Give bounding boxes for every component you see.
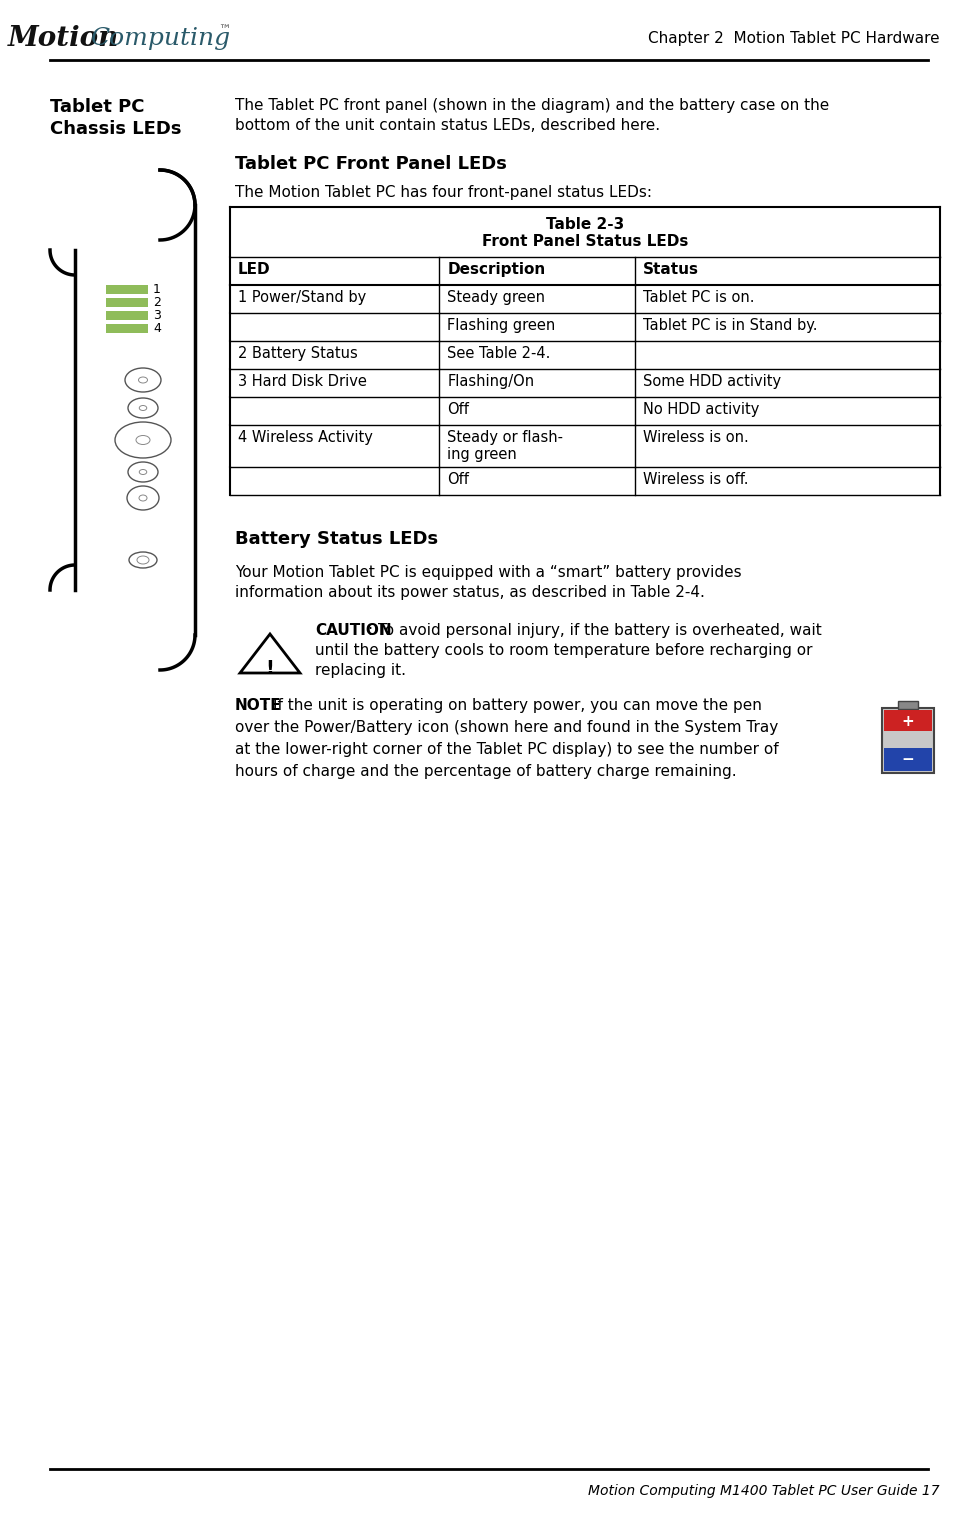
Text: Tablet PC is on.: Tablet PC is on. (642, 291, 753, 306)
Bar (106, 298, 148, 307)
Bar (106, 284, 148, 294)
Text: Chapter 2  Motion Tablet PC Hardware: Chapter 2 Motion Tablet PC Hardware (648, 30, 939, 46)
Text: Description: Description (447, 262, 545, 277)
Text: 3 Hard Disk Drive: 3 Hard Disk Drive (237, 374, 366, 389)
Text: The Tablet PC front panel (shown in the diagram) and the battery case on the: The Tablet PC front panel (shown in the … (234, 97, 828, 113)
Text: Flashing/On: Flashing/On (447, 374, 534, 389)
Text: Motion Computing M1400 Tablet PC User Guide 17: Motion Computing M1400 Tablet PC User Gu… (588, 1484, 939, 1498)
Text: ™: ™ (218, 23, 231, 37)
Text: Some HDD activity: Some HDD activity (642, 374, 780, 389)
Text: : If the unit is operating on battery power, you can move the pen: : If the unit is operating on battery po… (263, 698, 761, 713)
Text: hours of charge and the percentage of battery charge remaining.: hours of charge and the percentage of ba… (234, 764, 736, 779)
Bar (883, 710, 931, 730)
Text: : To avoid personal injury, if the battery is overheated, wait: : To avoid personal injury, if the batte… (367, 624, 821, 637)
Text: Battery Status LEDs: Battery Status LEDs (234, 529, 438, 548)
Text: Off: Off (447, 472, 469, 487)
Text: at the lower-right corner of the Tablet PC display) to see the number of: at the lower-right corner of the Tablet … (234, 742, 778, 757)
Text: Tablet PC: Tablet PC (50, 97, 145, 116)
Bar (897, 701, 917, 709)
Text: 1: 1 (152, 283, 160, 297)
Text: replacing it.: replacing it. (315, 663, 405, 678)
Text: +: + (901, 713, 913, 729)
Text: information about its power status, as described in Table 2-4.: information about its power status, as d… (234, 586, 704, 599)
Text: ing green: ing green (447, 447, 517, 462)
Text: Wireless is off.: Wireless is off. (642, 472, 747, 487)
Text: 2 Battery Status: 2 Battery Status (237, 345, 358, 360)
Text: CAUTION: CAUTION (315, 624, 391, 637)
Bar (106, 310, 148, 319)
Text: NOTE: NOTE (234, 698, 281, 713)
Text: Tablet PC Front Panel LEDs: Tablet PC Front Panel LEDs (234, 155, 506, 173)
Text: Motion: Motion (8, 24, 119, 52)
Text: Your Motion Tablet PC is equipped with a “smart” battery provides: Your Motion Tablet PC is equipped with a… (234, 564, 741, 580)
Text: The Motion Tablet PC has four front-panel status LEDs:: The Motion Tablet PC has four front-pane… (234, 186, 652, 199)
Text: 3: 3 (152, 309, 160, 322)
Bar (106, 324, 148, 333)
Text: Table 2-3: Table 2-3 (545, 218, 623, 233)
Text: 4: 4 (152, 322, 160, 335)
Text: Wireless is on.: Wireless is on. (642, 430, 747, 446)
Text: See Table 2-4.: See Table 2-4. (447, 345, 550, 360)
Text: Tablet PC is in Stand by.: Tablet PC is in Stand by. (642, 318, 817, 333)
Text: −: − (901, 751, 913, 767)
Text: 4 Wireless Activity: 4 Wireless Activity (237, 430, 372, 446)
Text: Flashing green: Flashing green (447, 318, 555, 333)
Bar (881, 707, 933, 773)
Bar (883, 748, 931, 771)
Text: 1 Power/Stand by: 1 Power/Stand by (237, 291, 365, 306)
Text: Front Panel Status LEDs: Front Panel Status LEDs (482, 234, 688, 249)
Text: !: ! (266, 659, 275, 677)
Text: LED: LED (237, 262, 271, 277)
Text: over the Power/Battery icon (shown here and found in the System Tray: over the Power/Battery icon (shown here … (234, 719, 778, 735)
Text: bottom of the unit contain status LEDs, described here.: bottom of the unit contain status LEDs, … (234, 119, 659, 132)
Text: Status: Status (642, 262, 698, 277)
Text: Steady green: Steady green (447, 291, 545, 306)
Text: until the battery cools to room temperature before recharging or: until the battery cools to room temperat… (315, 643, 812, 659)
Text: Steady or flash-: Steady or flash- (447, 430, 563, 446)
Text: Chassis LEDs: Chassis LEDs (50, 120, 182, 138)
Text: Computing: Computing (90, 26, 230, 50)
Text: 2: 2 (152, 297, 160, 309)
Text: No HDD activity: No HDD activity (642, 402, 758, 417)
Text: Off: Off (447, 402, 469, 417)
